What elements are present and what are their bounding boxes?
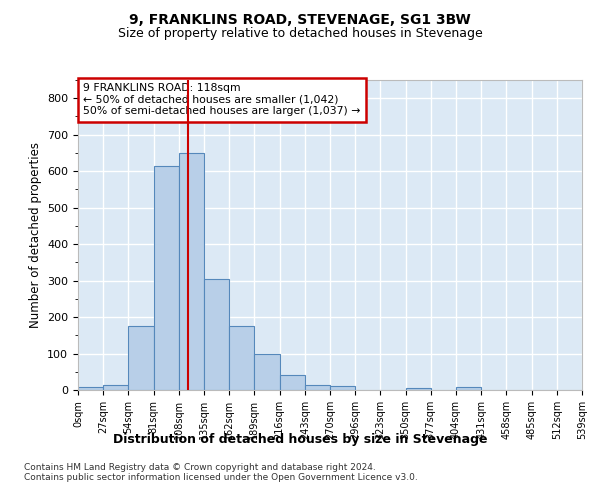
Bar [103, 384, 128, 390]
Bar [204, 279, 229, 390]
Bar [179, 153, 204, 390]
Bar [456, 387, 481, 390]
Text: Size of property relative to detached houses in Stevenage: Size of property relative to detached ho… [118, 28, 482, 40]
Text: 9, FRANKLINS ROAD, STEVENAGE, SG1 3BW: 9, FRANKLINS ROAD, STEVENAGE, SG1 3BW [129, 12, 471, 26]
Text: Contains HM Land Registry data © Crown copyright and database right 2024.
Contai: Contains HM Land Registry data © Crown c… [24, 462, 418, 482]
Text: 9 FRANKLINS ROAD: 118sqm
← 50% of detached houses are smaller (1,042)
50% of sem: 9 FRANKLINS ROAD: 118sqm ← 50% of detach… [83, 83, 361, 116]
Bar [254, 354, 280, 390]
Bar [406, 388, 431, 390]
Y-axis label: Number of detached properties: Number of detached properties [29, 142, 41, 328]
Bar [154, 166, 179, 390]
Bar [305, 384, 330, 390]
Bar [128, 326, 154, 390]
Bar [330, 386, 355, 390]
Bar [280, 376, 305, 390]
Bar [78, 387, 103, 390]
Text: Distribution of detached houses by size in Stevenage: Distribution of detached houses by size … [113, 432, 487, 446]
Bar [229, 326, 254, 390]
